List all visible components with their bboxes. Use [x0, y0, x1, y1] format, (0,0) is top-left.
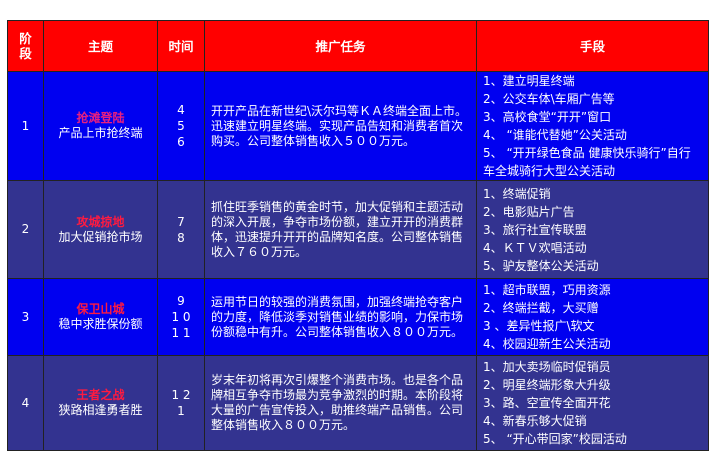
header-time: 时间	[157, 20, 205, 72]
month: 1 2	[171, 388, 191, 402]
stage-cell: 3	[7, 278, 44, 356]
task-text: 岁末年初将再次引爆整个消费市场。也是各个品牌相互争夺市场最为竞争激烈的时期。本阶…	[211, 373, 464, 432]
month: 5	[177, 119, 185, 133]
task-cell: 抓住旺季销售的黄金时节，加大促销和主题活动的深入开展，争夺市场份额，建立开开的消…	[204, 180, 477, 279]
means-item: 1、超市联盟，巧用资源	[483, 283, 611, 297]
means-item: 4、 “谁能代替她”公关活动	[483, 128, 627, 142]
month: 9	[177, 294, 185, 308]
means-cell: 1、建立明星终端 2、公交车体\车厢广告等 3、高校食堂“开开”窗口 4、 “谁能代替…	[476, 71, 709, 181]
theme-cell: 保卫山城 稳中求胜保份额	[43, 278, 158, 356]
time-cell: 9 1 0 1 1	[157, 278, 205, 356]
stage-subtitle: 加大促销抢市场	[58, 229, 143, 244]
task-text: 开开产品在新世纪\沃尔玛等ＫＡ终端全面上市。迅速建立明星终端。实现产品告知和消费…	[211, 103, 468, 148]
stage-number: 4	[21, 395, 30, 410]
means-item: 2、公交车体\车厢广告等	[483, 92, 615, 106]
stage-subtitle: 产品上市抢终端	[58, 126, 143, 140]
means-item: 5、 “开心带回家”校园活动	[483, 432, 627, 446]
means-item: 3 、差异性报广\软文	[483, 319, 595, 333]
month: 1 0	[171, 310, 191, 324]
stage-cell: 1	[7, 71, 44, 181]
header-stage: 阶段	[7, 20, 44, 72]
header-means: 手段	[476, 20, 709, 72]
month: 7	[177, 214, 185, 229]
stage-title: 王者之战	[76, 388, 125, 402]
means-item: 3、路、空宣传全面开花	[483, 396, 611, 410]
header-row: 阶段 主题 时间 推广任务 手段	[7, 20, 709, 72]
stage-subtitle: 稳中求胜保份额	[58, 317, 143, 331]
month: 6	[177, 135, 185, 149]
task-cell: 开开产品在新世纪\沃尔玛等ＫＡ终端全面上市。迅速建立明星终端。实现产品告知和消费…	[204, 71, 477, 181]
means-item: 1、建立明星终端	[483, 74, 575, 88]
stage-cell: 2	[7, 180, 44, 279]
means-item: 3、旅行社宣传联盟	[483, 222, 587, 237]
theme-cell: 王者之战 狭路相逢勇者胜	[43, 355, 158, 451]
means-cell: 1、超市联盟，巧用资源 2、终端拦截，大买赠 3 、差异性报广\软文 4、校园迎新生公…	[476, 278, 709, 356]
theme-cell: 攻城掠地 加大促销抢市场	[43, 180, 158, 279]
stage-title: 保卫山城	[76, 302, 125, 316]
means-item: 3、高校食堂“开开”窗口	[483, 110, 612, 124]
promotion-plan-table: 阶段 主题 时间 推广任务 手段 1 抢滩登陆 产品上市抢终端 4 5 6 开开产品在新世纪…	[7, 20, 709, 451]
means-cell: 1、终端促销 2、电影贴片广告 3、旅行社宣传联盟 4、ＫＴＶ欢唱活动 5、驴友整体公关…	[476, 180, 709, 279]
means-item: 4、ＫＴＶ欢唱活动	[483, 240, 587, 255]
task-cell: 运用节日的较强的消费氛围，加强终端抢夺客户的力度，降低淡季对销售业绩的影响，力保…	[204, 278, 477, 356]
stage-title: 攻城掠地	[76, 214, 125, 229]
means-item: 2、明星终端形象大升级	[483, 378, 611, 392]
means-item: 5、 “开开绿色食品 健康快乐骑行”自行车全城骑行大型公关活动	[483, 146, 691, 178]
stage-number: 2	[21, 222, 30, 236]
means-item: 2、电影贴片广告	[483, 204, 575, 219]
theme-cell: 抢滩登陆 产品上市抢终端	[43, 71, 158, 181]
means-item: 2、终端拦截，大买赠	[483, 301, 599, 315]
means-item: 4、校园迎新生公关活动	[483, 337, 611, 351]
task-text: 运用节日的较强的消费氛围，加强终端抢夺客户的力度，降低淡季对销售业绩的影响，力保…	[211, 294, 464, 339]
task-text: 抓住旺季销售的黄金时节，加大促销和主题活动的深入开展，争夺市场份额，建立开开的消…	[211, 199, 464, 259]
stage-title: 抢滩登陆	[76, 111, 125, 125]
stage-number: 1	[21, 118, 30, 133]
task-cell: 岁末年初将再次引爆整个消费市场。也是各个品牌相互争夺市场最为竞争激烈的时期。本阶…	[204, 355, 477, 451]
means-item: 1、加大卖场临时促销员	[483, 360, 611, 374]
table-row: 2 攻城掠地 加大促销抢市场 7 8 抓住旺季销售的黄金时节，加大促销和主题活动的深入开展…	[7, 180, 709, 279]
means-item: 5、驴友整体公关活动	[483, 258, 599, 273]
month: 1	[177, 404, 185, 418]
month: 1 1	[171, 326, 191, 340]
month: 8	[177, 230, 185, 245]
stage-number: 3	[21, 309, 30, 324]
stage-subtitle: 狭路相逢勇者胜	[58, 403, 143, 417]
means-item: 1、终端促销	[483, 186, 551, 201]
header-theme: 主题	[43, 20, 158, 72]
means-cell: 1、加大卖场临时促销员 2、明星终端形象大升级 3、路、空宣传全面开花 4、新春乐够大…	[476, 355, 709, 451]
stage-cell: 4	[7, 355, 44, 451]
means-item: 4、新春乐够大促销	[483, 414, 587, 428]
month: 4	[177, 103, 185, 117]
time-cell: 4 5 6	[157, 71, 205, 181]
table-row: 4 王者之战 狭路相逢勇者胜 1 2 1 岁末年初将再次引爆整个消费市场。也是各个品牌相互…	[7, 355, 709, 451]
header-task: 推广任务	[204, 20, 477, 72]
table-row: 1 抢滩登陆 产品上市抢终端 4 5 6 开开产品在新世纪\沃尔玛等ＫＡ终端全面上市。迅速建…	[7, 71, 709, 181]
table-row: 3 保卫山城 稳中求胜保份额 9 1 0 1 1 运用节日的较强的消费氛围，加强终端抢夺客户…	[7, 278, 709, 356]
